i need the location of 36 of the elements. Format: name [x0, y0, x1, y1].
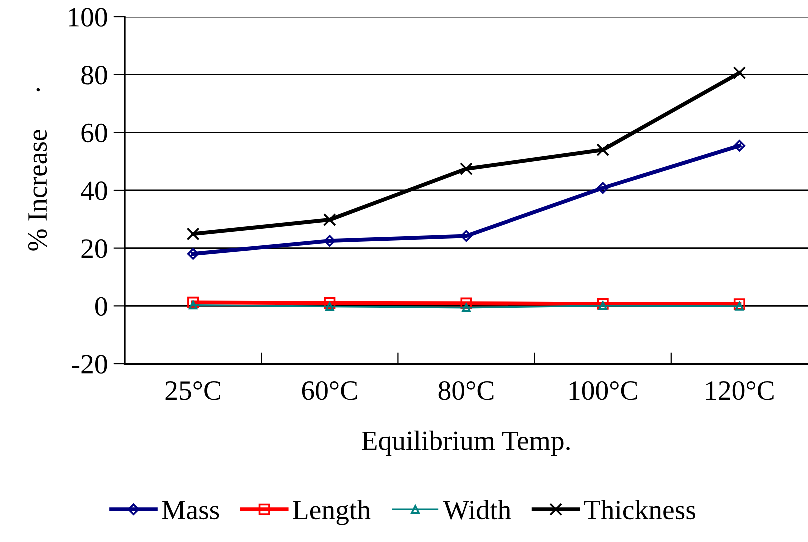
x-tick-label: 120°C	[706, 381, 774, 400]
point	[188, 296, 200, 308]
x-tick-label: 60°C	[302, 381, 358, 400]
y-tick-label: 80	[82, 66, 108, 85]
text: .	[36, 88, 40, 92]
legend-label: Thickness	[584, 500, 696, 520]
point	[735, 302, 744, 311]
y-axis-title: % Increase	[28, 130, 48, 251]
point	[324, 235, 336, 247]
point	[734, 140, 746, 152]
y-tick-label: 40	[81, 182, 108, 200]
point	[733, 66, 746, 80]
y-tick-label: -20	[72, 355, 108, 374]
x-axis-title: Equilibrium Temp.	[362, 430, 570, 456]
point	[460, 230, 472, 242]
x-tick-label: 100°C	[570, 381, 638, 400]
x-tick-label: 25°C	[166, 381, 220, 400]
point	[324, 298, 336, 310]
point	[460, 298, 472, 310]
point	[187, 248, 200, 260]
point	[188, 300, 198, 310]
y-tick-label: 100	[69, 8, 108, 27]
point	[186, 228, 200, 241]
point	[462, 304, 471, 312]
point	[596, 144, 610, 156]
y-tick-label: 20	[82, 240, 108, 258]
legend-label: Width	[443, 500, 512, 520]
point	[460, 162, 473, 176]
y-tick-label: 0	[96, 297, 108, 316]
legend-label: Mass	[162, 501, 220, 520]
x-tick-label: 80°C	[438, 381, 494, 400]
point	[323, 214, 336, 226]
point	[326, 302, 334, 312]
point	[597, 182, 609, 194]
legend-label: Length	[293, 500, 371, 526]
y-tick-label: 60	[82, 124, 108, 143]
